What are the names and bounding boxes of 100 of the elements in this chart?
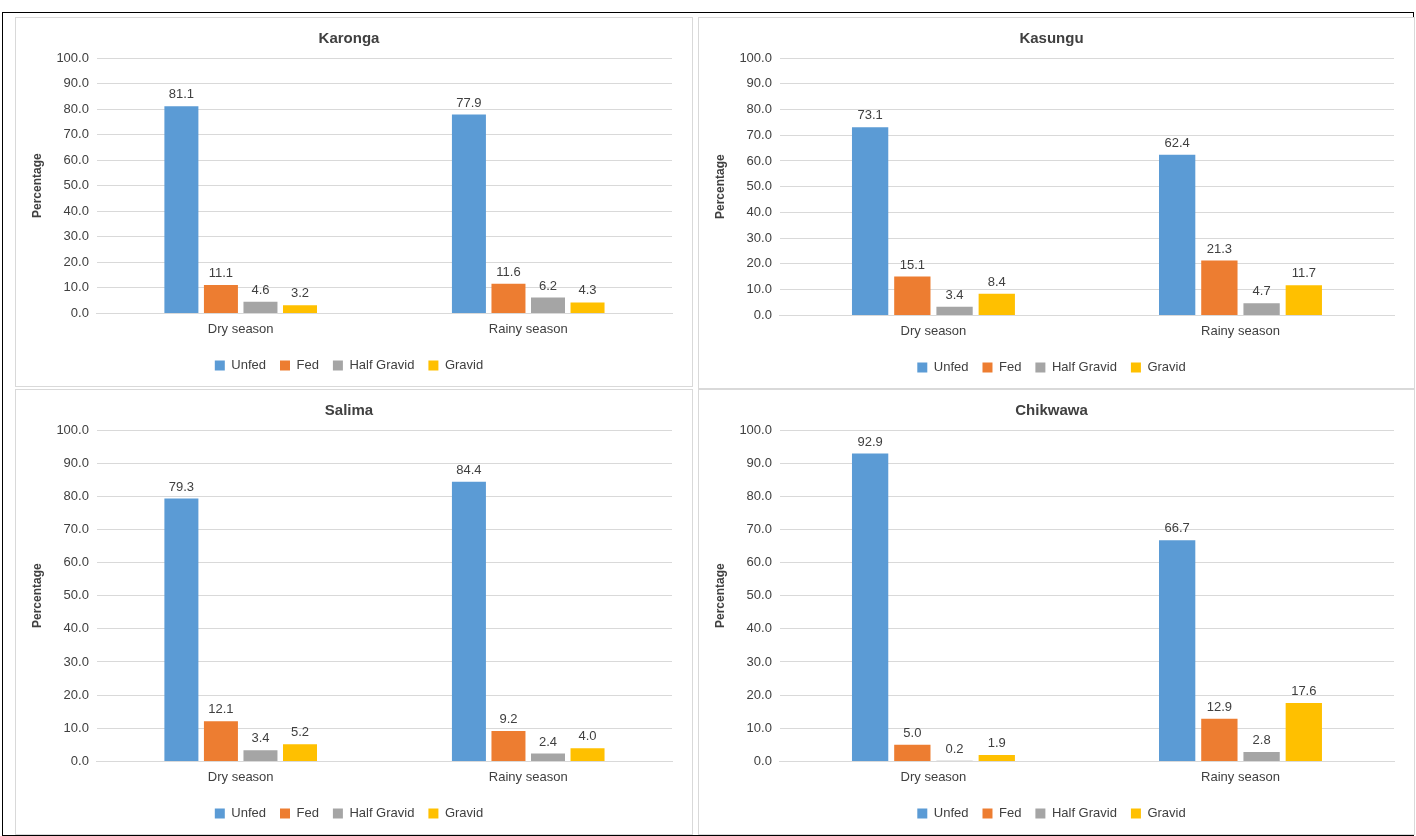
data-label: 84.4	[456, 461, 482, 477]
bar	[1285, 703, 1322, 761]
legend-label: Fed	[296, 805, 319, 821]
chart-title: Chikwawa	[1015, 401, 1089, 419]
y-tick-label: 30.0	[63, 653, 89, 669]
data-label: 4.0	[578, 728, 597, 744]
bar	[243, 301, 278, 313]
y-tick-label: 80.0	[746, 101, 772, 117]
y-tick-label: 20.0	[63, 686, 89, 702]
legend-label: Fed	[296, 357, 319, 373]
y-tick-label: 10.0	[746, 719, 772, 735]
y-tick-label: 90.0	[63, 454, 89, 470]
y-tick-label: 70.0	[746, 521, 772, 536]
bar	[1243, 752, 1280, 761]
y-tick-label: 10.0	[746, 281, 772, 297]
data-label: 4.3	[578, 282, 597, 298]
bar	[491, 730, 526, 761]
data-label: 2.4	[538, 733, 558, 749]
y-tick-label: 20.0	[746, 255, 772, 271]
y-tick-label: 70.0	[63, 126, 89, 142]
bar	[978, 293, 1015, 315]
data-label: 6.2	[538, 277, 558, 293]
y-tick-label: 30.0	[746, 229, 772, 245]
bar	[1201, 718, 1238, 761]
y-axis-title: Percentage	[712, 154, 727, 220]
y-tick-label: 70.0	[63, 521, 89, 536]
bar	[1159, 540, 1196, 761]
data-label: 17.6	[1291, 683, 1317, 699]
bar	[978, 755, 1015, 761]
x-tick-label: Rainy season	[488, 320, 568, 336]
x-tick-label: Rainy season	[1201, 322, 1280, 338]
data-label: 0.2	[945, 740, 964, 756]
bar	[164, 106, 199, 313]
data-label: 8.4	[987, 273, 1006, 289]
legend-label: Half Gravid	[349, 805, 415, 821]
data-label: 1.9	[987, 735, 1006, 751]
bar	[203, 721, 238, 761]
data-label: 5.2	[290, 724, 310, 740]
y-tick-label: 80.0	[63, 487, 89, 503]
bar	[1285, 285, 1322, 315]
legend-label: Gravid	[1147, 359, 1186, 375]
legend-label: Half Gravid	[349, 357, 415, 373]
x-tick-label: Dry season	[207, 768, 274, 784]
y-tick-label: 0.0	[753, 306, 772, 322]
data-label: 4.7	[1252, 283, 1271, 299]
bar	[491, 283, 526, 313]
y-tick-label: 60.0	[746, 152, 772, 168]
data-label: 3.2	[290, 285, 310, 301]
y-tick-label: 0.0	[753, 752, 772, 768]
legend-label: Half Gravid	[1051, 359, 1117, 375]
y-tick-label: 100.0	[739, 421, 772, 437]
y-tick-label: 80.0	[63, 100, 89, 116]
legend-label: Unfed	[933, 359, 969, 375]
y-axis-title: Percentage	[29, 153, 44, 219]
y-tick-label: 60.0	[63, 554, 89, 570]
y-tick-label: 60.0	[63, 151, 89, 167]
y-tick-label: 30.0	[63, 228, 89, 244]
y-tick-label: 90.0	[746, 75, 772, 91]
chart-title: Salima	[324, 401, 374, 419]
y-tick-label: 90.0	[63, 75, 89, 91]
y-axis-title: Percentage	[712, 563, 727, 629]
y-tick-label: 40.0	[63, 202, 89, 218]
bar	[203, 285, 238, 313]
legend-label: Half Gravid	[1051, 805, 1117, 821]
data-label: 2.8	[1252, 732, 1271, 748]
bar	[1243, 303, 1280, 315]
y-tick-label: 40.0	[746, 204, 772, 220]
chart-title: Karonga	[318, 29, 381, 47]
y-tick-label: 10.0	[63, 279, 89, 295]
legend-label: Fed	[998, 805, 1022, 821]
y-tick-label: 80.0	[746, 487, 772, 503]
bar	[936, 306, 973, 315]
data-label: 11.1	[208, 265, 234, 281]
bar	[851, 127, 889, 315]
y-tick-label: 0.0	[70, 304, 89, 320]
bar	[531, 753, 565, 761]
data-label: 9.2	[499, 710, 518, 726]
legend-label: Unfed	[231, 805, 266, 821]
y-tick-label: 40.0	[746, 620, 772, 636]
legend-label: Gravid	[444, 357, 484, 373]
data-label: 66.7	[1164, 520, 1190, 536]
chart-title: Kasungu	[1019, 29, 1084, 47]
bar	[894, 744, 931, 761]
y-tick-label: 100.0	[739, 49, 772, 65]
x-tick-label: Dry season	[900, 768, 967, 784]
data-label: 3.4	[945, 286, 964, 302]
data-label: 11.6	[496, 263, 521, 279]
data-label: 12.1	[208, 701, 234, 717]
bar	[164, 498, 199, 761]
data-label: 15.1	[899, 256, 925, 272]
data-label: 92.9	[857, 433, 883, 449]
y-tick-label: 10.0	[63, 719, 89, 735]
bar	[451, 481, 486, 761]
data-label: 11.7	[1291, 265, 1316, 281]
data-label: 62.4	[1164, 134, 1190, 150]
y-tick-label: 50.0	[63, 177, 89, 193]
data-label: 79.3	[168, 478, 195, 494]
data-label: 77.9	[456, 94, 482, 110]
data-label: 3.4	[251, 730, 270, 746]
y-tick-label: 60.0	[746, 554, 772, 570]
